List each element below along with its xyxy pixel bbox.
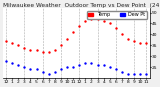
Legend: Temp, Dew Pt: Temp, Dew Pt: [87, 11, 147, 19]
Point: [48, 51, 50, 53]
Point: [66, 66, 68, 68]
Point: [102, 21, 105, 22]
Point: [108, 66, 111, 68]
Point: [5, 40, 7, 42]
Point: [127, 73, 129, 74]
Point: [54, 71, 56, 72]
Point: [17, 64, 20, 66]
Point: [5, 60, 7, 61]
Point: [54, 49, 56, 50]
Point: [29, 69, 32, 70]
Point: [133, 73, 136, 74]
Point: [121, 71, 123, 72]
Point: [60, 45, 62, 46]
Point: [127, 38, 129, 39]
Point: [139, 73, 142, 74]
Point: [96, 18, 99, 20]
Point: [11, 42, 13, 44]
Point: [72, 31, 74, 33]
Point: [35, 49, 38, 50]
Point: [29, 49, 32, 50]
Point: [121, 34, 123, 35]
Point: [115, 27, 117, 29]
Point: [108, 23, 111, 24]
Point: [48, 73, 50, 74]
Point: [60, 69, 62, 70]
Point: [145, 42, 148, 44]
Point: [145, 73, 148, 74]
Point: [90, 18, 93, 20]
Point: [41, 51, 44, 53]
Point: [66, 38, 68, 39]
Point: [115, 69, 117, 70]
Point: [96, 64, 99, 66]
Point: [23, 66, 26, 68]
Point: [133, 40, 136, 42]
Point: [17, 45, 20, 46]
Point: [72, 66, 74, 68]
Text: Milwaukee Weather  Outdoor Temp vs Dew Point  (24 Hours): Milwaukee Weather Outdoor Temp vs Dew Po…: [3, 3, 160, 8]
Point: [78, 25, 81, 26]
Point: [102, 64, 105, 66]
Point: [139, 42, 142, 44]
Point: [35, 69, 38, 70]
Point: [84, 62, 87, 64]
Point: [84, 21, 87, 22]
Point: [23, 47, 26, 48]
Point: [90, 62, 93, 64]
Point: [11, 62, 13, 64]
Point: [78, 64, 81, 66]
Point: [41, 71, 44, 72]
